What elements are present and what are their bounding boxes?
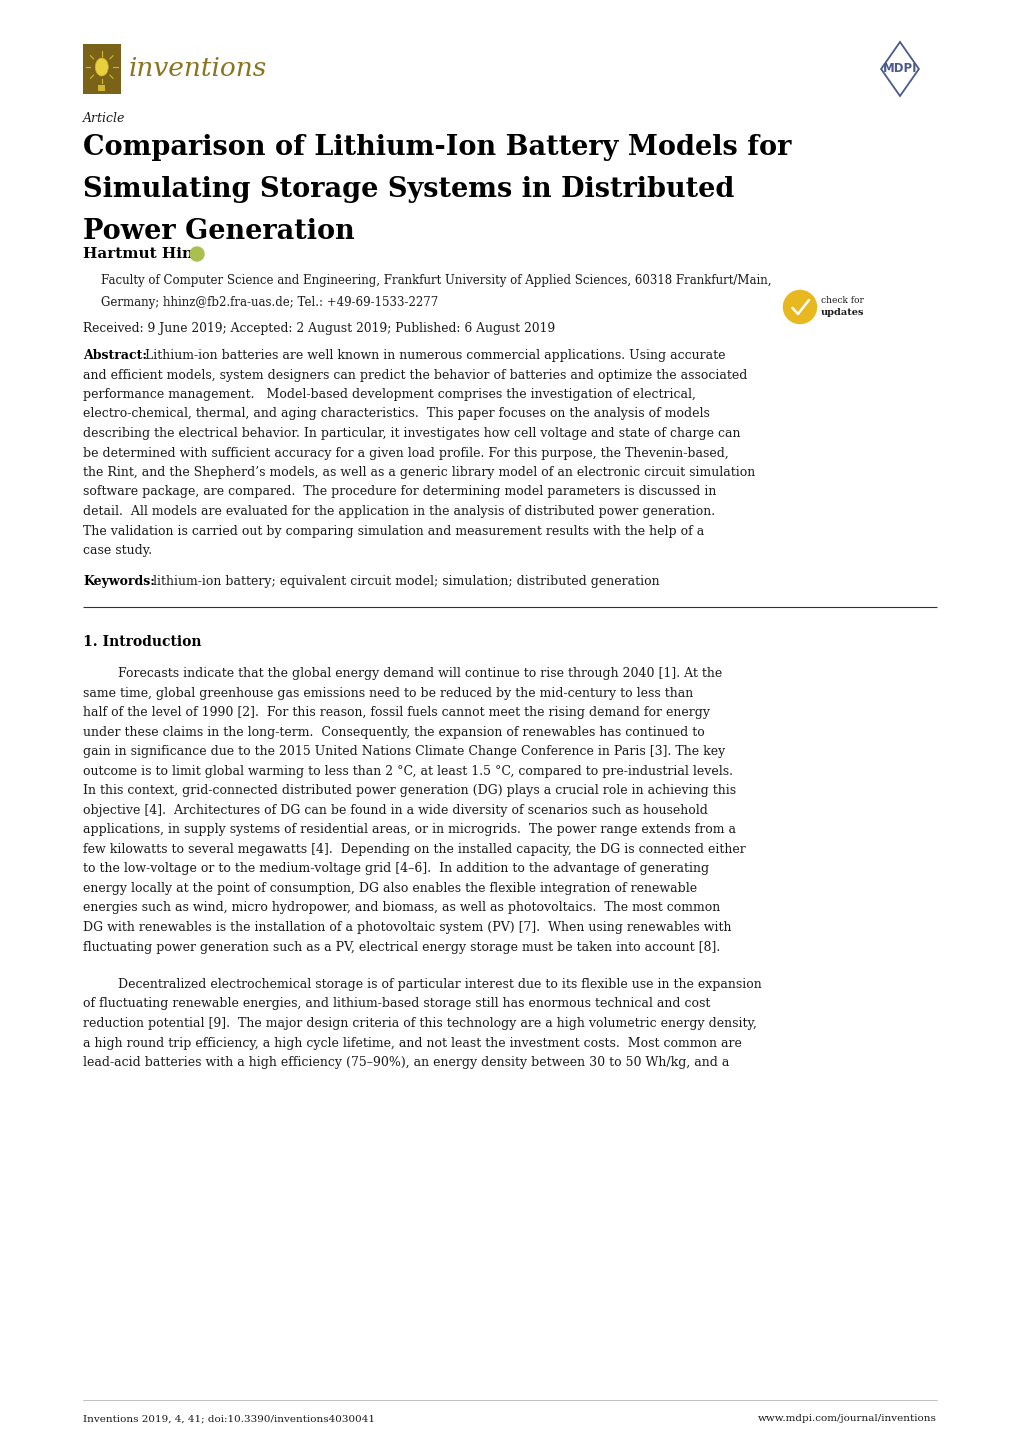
Text: MDPI: MDPI <box>881 62 916 75</box>
Text: detail.  All models are evaluated for the application in the analysis of distrib: detail. All models are evaluated for the… <box>83 505 714 518</box>
Text: Faculty of Computer Science and Engineering, Frankfurt University of Applied Sci: Faculty of Computer Science and Engineer… <box>101 274 770 287</box>
Ellipse shape <box>95 58 108 76</box>
Text: energy locally at the point of consumption, DG also enables the flexible integra: energy locally at the point of consumpti… <box>83 883 696 895</box>
Text: under these claims in the long-term.  Consequently, the expansion of renewables : under these claims in the long-term. Con… <box>83 725 704 738</box>
Text: case study.: case study. <box>83 544 152 557</box>
Text: Abstract:: Abstract: <box>83 349 147 362</box>
Text: electro-chemical, thermal, and aging characteristics.  This paper focuses on the: electro-chemical, thermal, and aging cha… <box>83 408 709 421</box>
Text: energies such as wind, micro hydropower, and biomass, as well as photovoltaics. : energies such as wind, micro hydropower,… <box>83 901 719 914</box>
Text: Power Generation: Power Generation <box>83 218 355 245</box>
Text: few kilowatts to several megawatts [4].  Depending on the installed capacity, th: few kilowatts to several megawatts [4]. … <box>83 844 745 857</box>
Text: lead-acid batteries with a high efficiency (75–90%), an energy density between 3: lead-acid batteries with a high efficien… <box>83 1056 729 1069</box>
Text: Forecasts indicate that the global energy demand will continue to rise through 2: Forecasts indicate that the global energ… <box>118 668 721 681</box>
Text: to the low-voltage or to the medium-voltage grid [4–6].  In addition to the adva: to the low-voltage or to the medium-volt… <box>83 862 708 875</box>
Bar <box>98 85 105 91</box>
Text: fluctuating power generation such as a PV, electrical energy storage must be tak: fluctuating power generation such as a P… <box>83 940 719 953</box>
Text: same time, global greenhouse gas emissions need to be reduced by the mid-century: same time, global greenhouse gas emissio… <box>83 686 693 699</box>
Text: lithium-ion battery; equivalent circuit model; simulation; distributed generatio: lithium-ion battery; equivalent circuit … <box>153 575 659 588</box>
Text: 1. Introduction: 1. Introduction <box>83 636 202 649</box>
Text: the Rint, and the Shepherd’s models, as well as a generic library model of an el: the Rint, and the Shepherd’s models, as … <box>83 466 754 479</box>
Text: software package, are compared.  The procedure for determining model parameters : software package, are compared. The proc… <box>83 486 715 499</box>
Text: half of the level of 1990 [2].  For this reason, fossil fuels cannot meet the ri: half of the level of 1990 [2]. For this … <box>83 707 709 720</box>
Text: Decentralized electrochemical storage is of particular interest due to its flexi: Decentralized electrochemical storage is… <box>118 978 761 991</box>
Text: Germany; hhinz@fb2.fra-uas.de; Tel.: +49-69-1533-2277: Germany; hhinz@fb2.fra-uas.de; Tel.: +49… <box>101 296 438 309</box>
Text: a high round trip efficiency, a high cycle lifetime, and not least the investmen: a high round trip efficiency, a high cyc… <box>83 1037 741 1050</box>
Text: objective [4].  Architectures of DG can be found in a wide diversity of scenario: objective [4]. Architectures of DG can b… <box>83 805 707 818</box>
Text: Lithium-ion batteries are well known in numerous commercial applications. Using : Lithium-ion batteries are well known in … <box>145 349 725 362</box>
Text: The validation is carried out by comparing simulation and measurement results wi: The validation is carried out by compari… <box>83 525 703 538</box>
Text: be determined with sufficient accuracy for a given load profile. For this purpos: be determined with sufficient accuracy f… <box>83 447 728 460</box>
Text: Hartmut Hinz: Hartmut Hinz <box>83 247 202 261</box>
Text: Received: 9 June 2019; Accepted: 2 August 2019; Published: 6 August 2019: Received: 9 June 2019; Accepted: 2 Augus… <box>83 322 554 335</box>
Text: check for: check for <box>820 296 863 306</box>
Text: performance management.   Model-based development comprises the investigation of: performance management. Model-based deve… <box>83 388 695 401</box>
Text: updates: updates <box>820 309 864 317</box>
Bar <box>83 45 120 94</box>
Text: Keywords:: Keywords: <box>83 575 155 588</box>
Text: and efficient models, system designers can predict the behavior of batteries and: and efficient models, system designers c… <box>83 369 747 382</box>
Text: In this context, grid-connected distributed power generation (DG) plays a crucia: In this context, grid-connected distribu… <box>83 784 736 797</box>
Circle shape <box>190 247 204 261</box>
Text: iD: iD <box>194 251 201 257</box>
Text: gain in significance due to the 2015 United Nations Climate Change Conference in: gain in significance due to the 2015 Uni… <box>83 746 725 758</box>
Text: describing the electrical behavior. In particular, it investigates how cell volt: describing the electrical behavior. In p… <box>83 427 740 440</box>
Text: applications, in supply systems of residential areas, or in microgrids.  The pow: applications, in supply systems of resid… <box>83 823 736 836</box>
Text: www.mdpi.com/journal/inventions: www.mdpi.com/journal/inventions <box>757 1415 936 1423</box>
Text: Inventions 2019, 4, 41; doi:10.3390/inventions4030041: Inventions 2019, 4, 41; doi:10.3390/inve… <box>83 1415 375 1423</box>
Text: outcome is to limit global warming to less than 2 °C, at least 1.5 °C, compared : outcome is to limit global warming to le… <box>83 766 733 779</box>
Circle shape <box>783 290 815 323</box>
Text: reduction potential [9].  The major design criteria of this technology are a hig: reduction potential [9]. The major desig… <box>83 1017 756 1030</box>
Text: inventions: inventions <box>128 56 267 82</box>
Text: DG with renewables is the installation of a photovoltaic system (PV) [7].  When : DG with renewables is the installation o… <box>83 921 731 934</box>
Text: Simulating Storage Systems in Distributed: Simulating Storage Systems in Distribute… <box>83 176 734 203</box>
Text: Comparison of Lithium-Ion Battery Models for: Comparison of Lithium-Ion Battery Models… <box>83 134 791 162</box>
Text: Article: Article <box>83 112 125 125</box>
Text: of fluctuating renewable energies, and lithium-based storage still has enormous : of fluctuating renewable energies, and l… <box>83 998 709 1011</box>
